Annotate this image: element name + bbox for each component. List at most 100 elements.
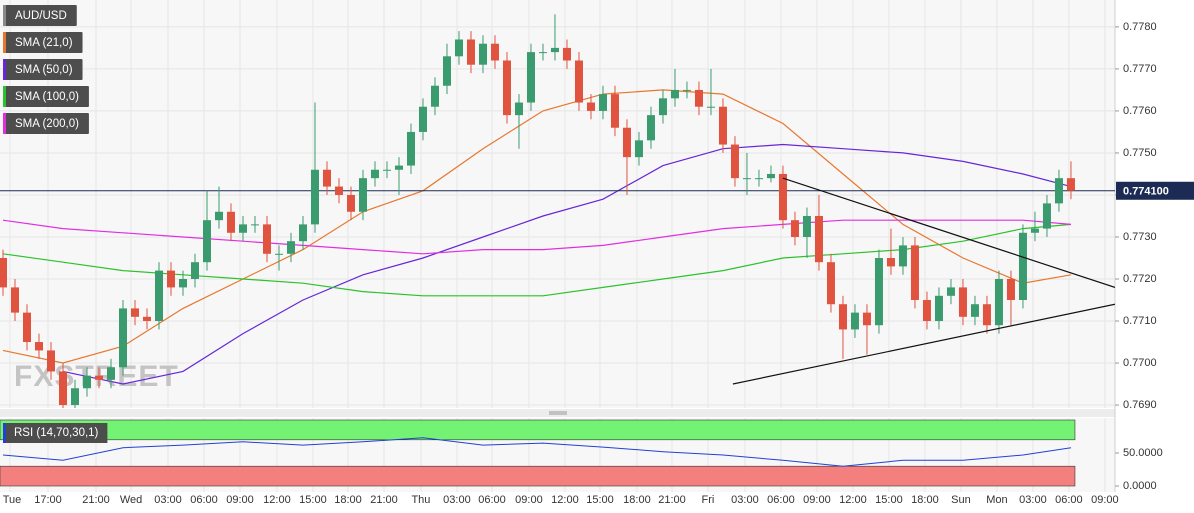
- y-tick-label: 0.7760: [1123, 105, 1157, 117]
- candle-body: [118, 308, 127, 368]
- candle-body: [526, 52, 535, 103]
- candle-body: [514, 102, 523, 116]
- candle-body: [82, 375, 91, 389]
- x-tick-label: 06:00: [767, 494, 795, 506]
- legend-label: RSI (14,70,30,1): [14, 427, 99, 439]
- candle-body: [10, 287, 19, 313]
- candle-body: [346, 194, 355, 212]
- candle-body: [250, 224, 259, 226]
- legend-swatch: [3, 32, 6, 53]
- candle-body: [130, 308, 139, 317]
- legend: AUD/USD SMA (21,0) SMA (50,0) SMA (100,0) SM…: [3, 5, 108, 443]
- candle-body: [178, 279, 187, 288]
- x-tick-label: 12:00: [551, 494, 579, 506]
- candle-body: [814, 215, 823, 263]
- y-tick-label: 0.7710: [1123, 315, 1157, 327]
- candle-body: [310, 169, 319, 225]
- candle-body: [34, 342, 43, 351]
- candle-body: [1042, 203, 1051, 229]
- rsi-band: [0, 419, 1076, 441]
- candle-body: [586, 102, 595, 111]
- y-tick-label: 0.7770: [1123, 63, 1157, 75]
- x-tick-label: 21:00: [658, 494, 686, 506]
- rsi-line: [2, 437, 1072, 467]
- x-tick-label: 06:00: [190, 494, 218, 506]
- candle-body: [910, 245, 919, 301]
- candle-body: [418, 106, 427, 132]
- candle-body: [142, 316, 151, 322]
- x-tick-label: 21:00: [82, 494, 110, 506]
- candle-body: [454, 39, 463, 57]
- candle-body: [946, 287, 955, 296]
- candle-body: [862, 312, 871, 326]
- candle-body: [358, 178, 367, 212]
- candle-body: [742, 178, 751, 180]
- candle-body: [934, 295, 943, 322]
- x-tick-label: 21:00: [370, 494, 398, 506]
- candle-body: [694, 89, 703, 107]
- candle-body: [502, 60, 511, 116]
- candle-body: [838, 304, 847, 330]
- x-tick-label: 03:00: [1019, 494, 1047, 506]
- candle-body: [598, 94, 607, 111]
- legend-label: SMA (100,0): [15, 91, 79, 103]
- trendline: [732, 303, 1115, 385]
- sma-line: [2, 219, 1072, 255]
- x-tick-label: 03:00: [443, 494, 471, 506]
- legend-box: [3, 59, 83, 80]
- candle-body: [46, 350, 55, 372]
- candle-body: [334, 186, 343, 195]
- candle-body: [58, 371, 67, 406]
- rsi-tick-label: 0.0000: [1123, 480, 1157, 492]
- candle-body: [850, 312, 859, 330]
- legend-box: [3, 113, 89, 134]
- last-price-box: [1116, 181, 1194, 200]
- candle-body: [166, 270, 175, 288]
- y-tick-label: 0.7720: [1123, 273, 1157, 285]
- legend-swatch: [3, 113, 6, 134]
- candle-body: [550, 47, 559, 53]
- candle-body: [154, 270, 163, 322]
- legend-box: [3, 423, 108, 443]
- candle-body: [886, 257, 895, 267]
- candle-body: [802, 215, 811, 237]
- candle-body: [898, 245, 907, 267]
- candle-body: [1054, 178, 1063, 204]
- x-tick-label: 09:00: [515, 494, 543, 506]
- candle-body: [214, 211, 223, 221]
- x-tick-label: 18:00: [911, 494, 939, 506]
- candle-body: [286, 241, 295, 254]
- x-tick-label: 15:00: [586, 494, 614, 506]
- candle-body: [442, 56, 451, 86]
- candle-body: [826, 262, 835, 305]
- candle-body: [670, 89, 679, 99]
- x-tick-label: 06:00: [1055, 494, 1083, 506]
- x-tick-label: 09:00: [1091, 494, 1119, 506]
- rsi-tick-label: 50.0000: [1123, 447, 1163, 459]
- x-tick-label: Sun: [951, 494, 971, 506]
- x-tick-label: Mon: [986, 494, 1007, 506]
- candle-body: [754, 178, 763, 180]
- y-tick-label: 0.7750: [1123, 147, 1157, 159]
- candle-body: [646, 115, 655, 141]
- x-tick-label: 12:00: [839, 494, 867, 506]
- x-tick-label: 06:00: [478, 494, 506, 506]
- candle-body: [226, 211, 235, 233]
- candle-body: [478, 43, 487, 65]
- x-tick-label: 15:00: [299, 494, 327, 506]
- x-tick-label: 18:00: [334, 494, 362, 506]
- candle-body: [262, 224, 271, 254]
- candle-body: [298, 224, 307, 242]
- candle-body: [730, 144, 739, 179]
- candle-body: [1066, 178, 1075, 191]
- candle-body: [538, 52, 547, 54]
- candle-body: [106, 367, 115, 380]
- candle-body: [922, 300, 931, 322]
- candle-body: [202, 220, 211, 263]
- candle-body: [0, 257, 7, 288]
- legend-label: AUD/USD: [15, 10, 67, 22]
- y-tick-label: 0.7730: [1123, 231, 1157, 243]
- candle-body: [610, 94, 619, 128]
- rsi-pane: [0, 419, 1076, 487]
